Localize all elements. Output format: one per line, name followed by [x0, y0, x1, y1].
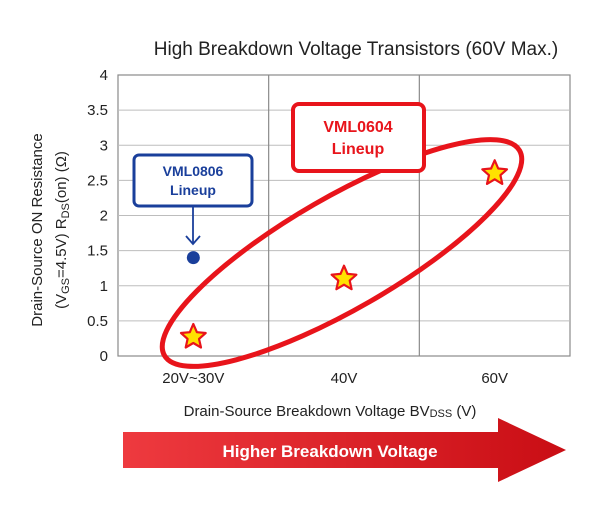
y-tick-label: 4: [100, 67, 108, 84]
y-axis-title-line2: (VGS=4.5V) RDS(on) (Ω): [53, 151, 72, 309]
higher-breakdown-banner: Higher Breakdown Voltage: [123, 418, 566, 482]
vml0806-point: [186, 251, 200, 265]
x-axis-title: Drain-Source Breakdown Voltage BVDSS (V): [184, 403, 477, 420]
vml0604-callout-line2: Lineup: [332, 141, 385, 158]
data-markers: [179, 159, 509, 349]
y-tick-label: 3: [100, 137, 108, 154]
y-tick-label: 1.5: [87, 243, 108, 260]
y-tick-label: 0.5: [87, 313, 108, 330]
vml0604-star-point: [179, 322, 207, 349]
vml0806-arrow: [185, 206, 201, 246]
vml0806-callout: VML0806 Lineup: [132, 153, 254, 208]
vml0604-callout: VML0604 Lineup: [291, 102, 426, 173]
y-axis-title-line1: Drain-Source ON Resistance: [29, 133, 46, 326]
y-tick-label: 0: [100, 348, 108, 365]
vml0604-star-point: [481, 159, 509, 185]
chart-title: High Breakdown Voltage Transistors (60V …: [154, 39, 558, 60]
vml0806-callout-line2: Lineup: [170, 182, 216, 198]
y-tick-labels: 0 0.5 1 1.5 2 2.5 3 3.5 4: [87, 67, 108, 365]
vml0604-group-ellipse: [159, 137, 525, 369]
banner-arrow: [123, 418, 566, 482]
x-tick-label: 60V: [481, 370, 508, 387]
y-tick-label: 3.5: [87, 102, 108, 119]
banner-label: Higher Breakdown Voltage: [222, 442, 437, 461]
vml0806-callout-line1: VML0806: [163, 163, 224, 179]
y-tick-label: 2.5: [87, 172, 108, 189]
vml0604-callout-line1: VML0604: [323, 119, 392, 136]
x-tick-label: 40V: [331, 370, 358, 387]
y-tick-label: 2: [100, 208, 108, 225]
vml0604-star-point: [330, 264, 358, 291]
x-tick-label: 20V~30V: [162, 370, 224, 387]
y-tick-label: 1: [100, 278, 108, 295]
x-tick-labels: 20V~30V 40V 60V: [162, 370, 508, 387]
